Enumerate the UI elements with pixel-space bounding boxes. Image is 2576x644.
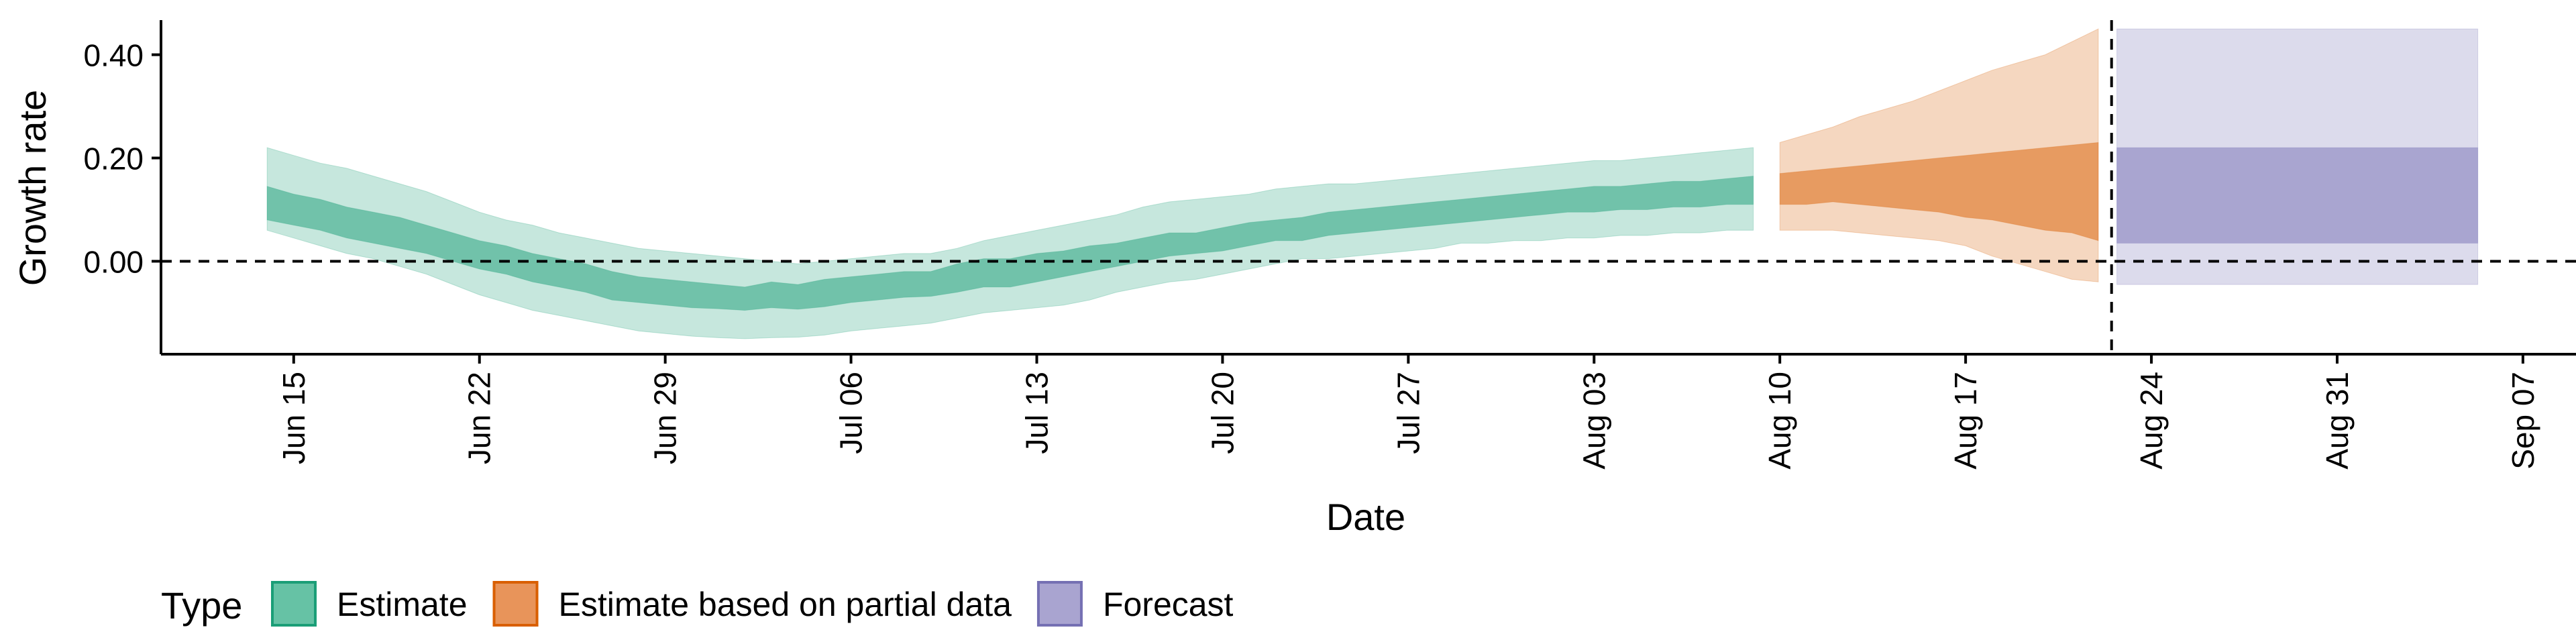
x-tick-label: Jun 15 — [276, 372, 311, 464]
legend-swatch — [271, 581, 317, 627]
estimate-based-on-partial-data-band-50 — [1779, 142, 2099, 241]
forecast-band-50 — [2116, 147, 2479, 244]
x-tick-label: Jun 29 — [648, 372, 683, 464]
x-tick-label: Aug 10 — [1762, 372, 1797, 470]
x-tick-label: Jul 13 — [1020, 372, 1055, 454]
legend-swatch — [492, 581, 539, 627]
axes-layer: 0.00 0.20 0.40 Jun 15 Jun 22 Jun 29 Jul 06 Jul … — [83, 20, 2576, 470]
legend: Type Estimate Estimate based on partial d… — [161, 581, 1234, 627]
y-tick-label: 0.00 — [83, 244, 144, 279]
x-tick-label: Aug 31 — [2320, 372, 2355, 470]
x-axis-label: Date — [1326, 496, 1405, 538]
x-tick-label: Sep 07 — [2506, 372, 2540, 470]
estimate-band-50 — [266, 175, 1754, 311]
y-tick-label: 0.40 — [83, 38, 144, 73]
y-axis-label: Growth rate — [11, 90, 54, 286]
bands-layer — [266, 28, 2479, 339]
legend-label: Estimate — [337, 586, 468, 623]
legend-title: Type — [161, 584, 242, 627]
x-tick-label: Aug 24 — [2134, 372, 2169, 470]
x-tick-label: Jul 20 — [1205, 372, 1240, 454]
legend-label: Forecast — [1103, 586, 1234, 623]
x-tick-label: Jun 22 — [462, 372, 497, 464]
x-tick-label: Aug 03 — [1576, 372, 1611, 470]
x-tick-label: Jul 27 — [1391, 372, 1426, 454]
y-tick-label: 0.20 — [83, 142, 144, 176]
legend-swatch — [1036, 581, 1083, 627]
legend-label: Estimate based on partial data — [559, 586, 1012, 623]
x-tick-label: Jul 06 — [834, 372, 869, 454]
x-tick-label: Aug 17 — [1948, 372, 1983, 470]
